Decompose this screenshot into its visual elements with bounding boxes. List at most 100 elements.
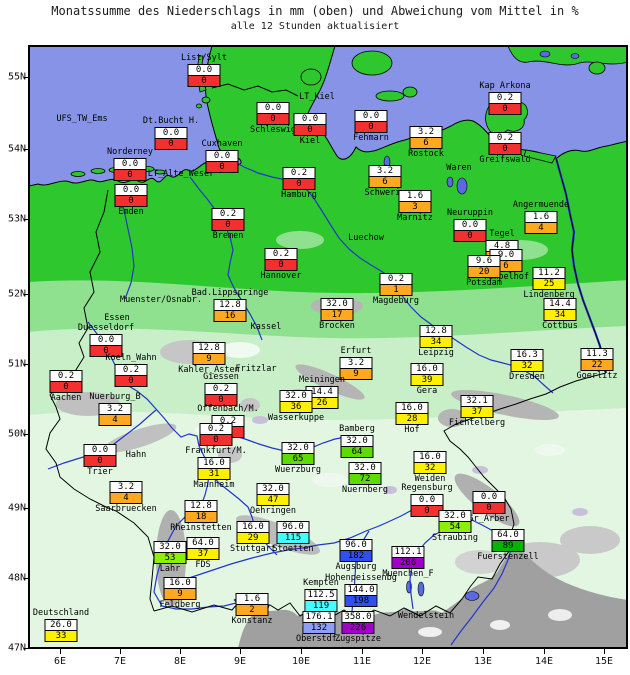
ems-river [119,190,135,300]
station-box: 0.0 0 [410,494,444,517]
precip-mm-value: 16.0 [164,578,196,588]
station-list-sylt: 0.0 0 List/Sylt [181,54,227,87]
station-rheinstetten: 12.8 18 Rheinstetten [170,500,232,533]
map-label-wendelstein: Wendelstein [397,611,455,621]
precip-mm-value: 14.4 [544,299,576,309]
precip-mm-value: 0.2 [200,424,232,434]
station-fuerstenzell: 64.0 89 Fuerstenzell [477,529,539,562]
station-box: 16.0 32 [413,451,447,474]
station-box: 64.0 37 [186,537,220,560]
precip-mm-value: 0.2 [489,133,521,143]
station-box: 32.0 64 [340,435,374,458]
deviation-percent-value: 72 [349,473,381,484]
station-leipzig: 12.8 34 Leipzig [418,325,454,358]
station-label: Regensburg [401,483,453,493]
deviation-percent-value: 132 [303,622,335,633]
lat-axis-label: 47N [7,642,26,654]
station-label: Norderney [106,147,154,157]
station-regensburg: 0.0 0 Regensburg [401,484,453,517]
lon-axis-tick [240,649,241,654]
lat-axis-tick [24,578,29,579]
station-schleswig: 0.0 0 Schleswig [250,102,296,135]
precip-mm-value: 0.2 [265,249,297,259]
station-box: 14.4 26 [305,386,339,409]
precip-mm-value: 0.2 [205,384,237,394]
deviation-percent-value: 198 [345,595,377,606]
station-label: Tempelhof [482,272,530,282]
lon-axis-label: 14E [534,656,554,667]
deviation-percent-value: 32 [511,360,543,371]
lat-axis-label: 52N [7,288,26,300]
map-label-luechow: Luechow [348,233,384,243]
precip-mm-value: 0.2 [212,416,244,426]
station-box: 12.8 16 [213,299,247,322]
station-box: 3.2 9 [339,357,373,380]
station-label: Rostock [408,149,444,159]
station-box: 0.2 0 [211,208,245,231]
lat-axis-label: 53N [7,213,26,225]
lon-axis-tick [483,649,484,654]
station-box: 176.1 132 [302,611,336,634]
station-label: Tegel [489,229,515,239]
station-label: Offenbach/M. [197,404,259,414]
station-box: 0.2 0 [282,167,316,190]
deviation-percent-value: 115 [277,532,309,543]
station-label: List/Sylt [180,53,228,63]
deviation-percent-value: 4 [110,492,142,503]
precip-mm-value: 358.0 [342,612,374,622]
precip-mm-value: 12.8 [420,326,452,336]
deviation-percent-value: 0 [90,345,122,356]
deviation-percent-value: 0 [489,103,521,114]
station-potsdam: 9.6 20 Potsdam [466,255,502,288]
precip-mm-value: 1.6 [399,191,431,201]
station-box: 1.6 4 [524,211,558,234]
deviation-percent-value: 0 [206,161,238,172]
station-label: Angermuende [512,200,570,210]
precip-mm-value: 4.8 [486,241,518,251]
alps-snow [490,620,510,630]
station-label: Saarbruecken [95,504,157,514]
station-label: FDS [195,560,211,570]
station-label: Emden [118,207,144,217]
lon-axis-tick [362,649,363,654]
station-label: Fehmarn [353,133,389,143]
station-label: Kap Arkona [479,81,531,91]
deviation-percent-value: 53 [154,552,186,563]
deviation-percent-value: 3 [399,201,431,212]
station-label: Stuttgart [229,544,277,554]
precip-mm-value: 0.0 [411,495,443,505]
lat-axis-label: 48N [7,572,26,584]
station-label: Bremen [212,231,244,241]
station-label: Fuerstenzell [477,552,539,562]
station-label: Stoetten [272,544,314,554]
lon-axis-label: 10E [291,656,311,667]
deviation-percent-value: 47 [257,494,289,505]
station-label: Frankfurt/M. [185,446,247,456]
station-weiden: 16.0 32 Weiden [413,451,447,484]
station-label: Wasserkuppe [267,413,325,423]
station-label: Duesseldorf [77,323,135,333]
page-title: Monatssumme des Niederschlags in mm (obe… [51,4,579,18]
map-label-waren: Waren [446,163,472,173]
deviation-percent-value: 37 [461,406,493,417]
station-label: Erfurt [340,346,372,356]
precip-mm-value: 16.0 [237,522,269,532]
station-oehringen: 32.0 47 Oehringen [250,483,296,516]
station-label: Kempten [303,578,339,588]
station-label: Zugspitze [334,634,382,644]
station-box: 3.2 6 [368,165,402,188]
station-norderney: 0.0 0 Norderney [107,148,153,181]
station-box: 16.0 39 [410,363,444,386]
station-box: 16.3 32 [510,349,544,372]
deviation-percent-value: 6 [410,137,442,148]
lon-axis-label: 13E [473,656,493,667]
station-saarbruecken: 3.2 4 Saarbruecken [95,481,157,514]
station-box: 0.2 0 [204,383,238,406]
station-label: Straubing [431,533,479,543]
station-kap-arkona: 0.2 0 Kap Arkona [479,82,531,115]
precip-mm-value: 12.8 [185,501,217,511]
station-gera: 16.0 39 Gera [410,363,444,396]
deviation-percent-value: 26 [306,397,338,408]
precip-mm-value: 9.0 [490,250,522,260]
lat-axis-tick [24,364,29,365]
